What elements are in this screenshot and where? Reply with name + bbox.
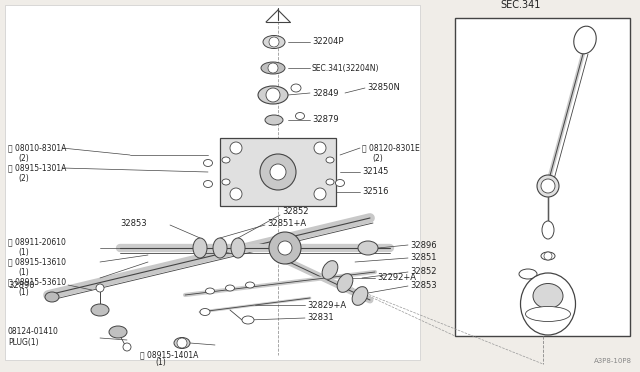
Text: (2): (2) bbox=[372, 154, 383, 163]
Text: Ⓝ 08911-20610: Ⓝ 08911-20610 bbox=[8, 237, 66, 247]
Text: SEC.341: SEC.341 bbox=[500, 0, 540, 10]
Ellipse shape bbox=[258, 86, 288, 104]
Ellipse shape bbox=[246, 282, 255, 288]
Bar bbox=[455, 18, 630, 336]
Ellipse shape bbox=[225, 285, 234, 291]
Text: Ⓑ 08010-8301A: Ⓑ 08010-8301A bbox=[8, 144, 67, 153]
Circle shape bbox=[278, 241, 292, 255]
Text: (2): (2) bbox=[18, 173, 29, 183]
Circle shape bbox=[96, 284, 104, 292]
Ellipse shape bbox=[222, 157, 230, 163]
Text: Ⓦ 08915-53610: Ⓦ 08915-53610 bbox=[8, 278, 66, 286]
Bar bbox=[220, 138, 336, 206]
Ellipse shape bbox=[525, 307, 570, 321]
Circle shape bbox=[270, 164, 286, 180]
Text: (1): (1) bbox=[155, 357, 166, 366]
Circle shape bbox=[230, 142, 242, 154]
Text: 32896: 32896 bbox=[410, 241, 436, 250]
Text: 32853: 32853 bbox=[410, 282, 436, 291]
Text: 08124-01410: 08124-01410 bbox=[8, 327, 59, 337]
Circle shape bbox=[230, 188, 242, 200]
Ellipse shape bbox=[242, 316, 254, 324]
Text: 32204P: 32204P bbox=[312, 38, 344, 46]
Ellipse shape bbox=[537, 175, 559, 197]
Text: SEC.341(32204N): SEC.341(32204N) bbox=[312, 64, 380, 73]
Text: 32145: 32145 bbox=[362, 167, 388, 176]
Text: 32879: 32879 bbox=[312, 115, 339, 125]
Ellipse shape bbox=[358, 241, 378, 255]
Ellipse shape bbox=[291, 84, 301, 92]
Ellipse shape bbox=[213, 238, 227, 258]
Circle shape bbox=[123, 343, 131, 351]
Text: 32852: 32852 bbox=[282, 208, 308, 217]
Ellipse shape bbox=[263, 35, 285, 48]
Text: 32849: 32849 bbox=[312, 89, 339, 97]
Ellipse shape bbox=[352, 287, 368, 305]
Circle shape bbox=[268, 63, 278, 73]
Text: A3P8-10P8: A3P8-10P8 bbox=[594, 358, 632, 364]
Ellipse shape bbox=[109, 326, 127, 338]
Circle shape bbox=[541, 179, 555, 193]
Text: PLUG(1): PLUG(1) bbox=[8, 337, 38, 346]
Ellipse shape bbox=[204, 160, 212, 167]
Text: Ⓦ 08915-1401A: Ⓦ 08915-1401A bbox=[140, 350, 198, 359]
Ellipse shape bbox=[91, 304, 109, 316]
Text: Ⓑ 08120-8301E: Ⓑ 08120-8301E bbox=[362, 144, 420, 153]
Text: 32853: 32853 bbox=[120, 218, 147, 228]
Ellipse shape bbox=[45, 292, 59, 302]
Ellipse shape bbox=[261, 62, 285, 74]
Text: 32829+A: 32829+A bbox=[307, 301, 346, 310]
Ellipse shape bbox=[322, 261, 338, 279]
Text: (1): (1) bbox=[18, 288, 29, 296]
Ellipse shape bbox=[222, 179, 230, 185]
Ellipse shape bbox=[174, 337, 190, 349]
Text: (1): (1) bbox=[18, 247, 29, 257]
Circle shape bbox=[269, 37, 279, 47]
Ellipse shape bbox=[326, 179, 334, 185]
Ellipse shape bbox=[335, 180, 344, 186]
Circle shape bbox=[260, 154, 296, 190]
Text: 32516: 32516 bbox=[362, 187, 388, 196]
Text: Ⓦ 08915-1301A: Ⓦ 08915-1301A bbox=[8, 164, 67, 173]
Ellipse shape bbox=[265, 115, 283, 125]
Ellipse shape bbox=[231, 238, 245, 258]
Ellipse shape bbox=[205, 288, 214, 294]
Ellipse shape bbox=[574, 26, 596, 54]
Ellipse shape bbox=[542, 221, 554, 239]
Text: 32292+A: 32292+A bbox=[377, 273, 416, 282]
Ellipse shape bbox=[533, 283, 563, 308]
Text: 32831: 32831 bbox=[307, 314, 333, 323]
Text: (1): (1) bbox=[18, 267, 29, 276]
Circle shape bbox=[544, 252, 552, 260]
Ellipse shape bbox=[200, 308, 210, 315]
Ellipse shape bbox=[326, 157, 334, 163]
Circle shape bbox=[269, 232, 301, 264]
Text: 32851+A: 32851+A bbox=[267, 218, 306, 228]
Text: Ⓦ 08915-13610: Ⓦ 08915-13610 bbox=[8, 257, 66, 266]
Bar bbox=[5, 5, 420, 360]
Circle shape bbox=[177, 338, 187, 348]
Text: 32851: 32851 bbox=[410, 253, 436, 263]
Ellipse shape bbox=[337, 274, 353, 292]
Ellipse shape bbox=[541, 252, 555, 260]
Text: (2): (2) bbox=[18, 154, 29, 163]
Circle shape bbox=[314, 142, 326, 154]
Ellipse shape bbox=[193, 238, 207, 258]
Text: 32852: 32852 bbox=[410, 267, 436, 276]
Text: 32850N: 32850N bbox=[367, 83, 400, 93]
Ellipse shape bbox=[204, 180, 212, 187]
Ellipse shape bbox=[296, 112, 305, 119]
Circle shape bbox=[266, 88, 280, 102]
Circle shape bbox=[314, 188, 326, 200]
Text: 32890: 32890 bbox=[8, 280, 35, 289]
Ellipse shape bbox=[519, 269, 537, 279]
Ellipse shape bbox=[520, 273, 575, 335]
